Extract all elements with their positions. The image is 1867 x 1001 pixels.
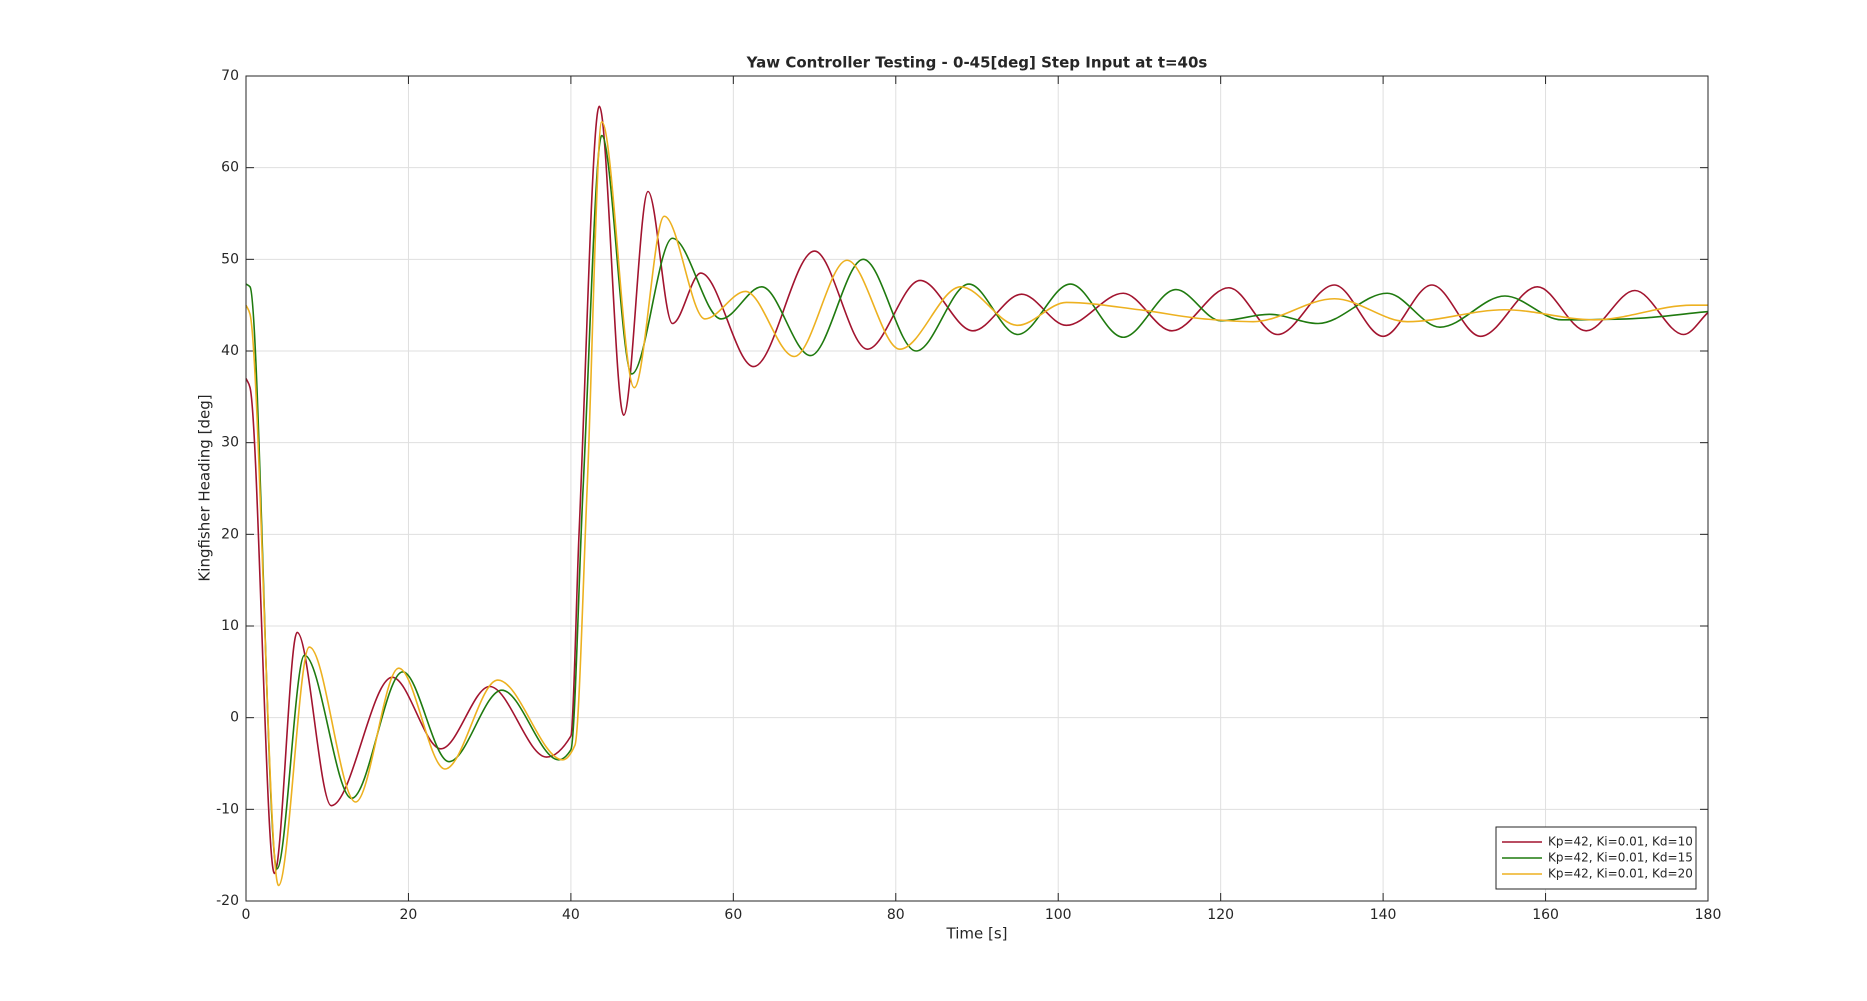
axes-box xyxy=(245,75,1709,902)
x-tick-label: 0 xyxy=(242,907,251,923)
x-tick-label: 140 xyxy=(1370,907,1397,923)
x-tick-label: 100 xyxy=(1045,907,1072,923)
legend: Kp=42, Ki=0.01, Kd=10 Kp=42, Ki=0.01, Kd=… xyxy=(1495,826,1697,890)
y-tick-label: -10 xyxy=(216,801,239,817)
y-tick-label: -20 xyxy=(216,893,239,909)
y-tick-label: 50 xyxy=(221,251,239,267)
y-tick-label: 0 xyxy=(230,710,239,726)
x-tick-label: 40 xyxy=(562,907,580,923)
series-line xyxy=(245,105,1709,875)
x-tick-label: 180 xyxy=(1695,907,1722,923)
y-axis-label: Kingfisher Heading [deg] xyxy=(196,394,214,581)
x-tick-label: 160 xyxy=(1532,907,1559,923)
plot-area xyxy=(246,76,1708,901)
chart-title: Yaw Controller Testing - 0-45[deg] Step … xyxy=(746,54,1208,72)
x-tick-label: 60 xyxy=(724,907,742,923)
y-tick-label: 10 xyxy=(221,618,239,634)
legend-label: Kp=42, Ki=0.01, Kd=15 xyxy=(1548,851,1693,865)
x-tick-label: 20 xyxy=(400,907,418,923)
legend-label: Kp=42, Ki=0.01, Kd=10 xyxy=(1548,835,1693,849)
x-axis-label: Time [s] xyxy=(946,925,1008,943)
y-tick-label: 70 xyxy=(221,68,239,84)
y-tick-label: 60 xyxy=(221,160,239,176)
y-tick-label: 40 xyxy=(221,343,239,359)
x-tick-label: 80 xyxy=(887,907,905,923)
legend-label: Kp=42, Ki=0.01, Kd=20 xyxy=(1548,867,1693,881)
series-line xyxy=(245,134,1709,870)
y-tick-label: 30 xyxy=(221,435,239,451)
y-tick-label: 20 xyxy=(221,526,239,542)
x-tick-label: 120 xyxy=(1207,907,1234,923)
series-line xyxy=(245,121,1708,887)
